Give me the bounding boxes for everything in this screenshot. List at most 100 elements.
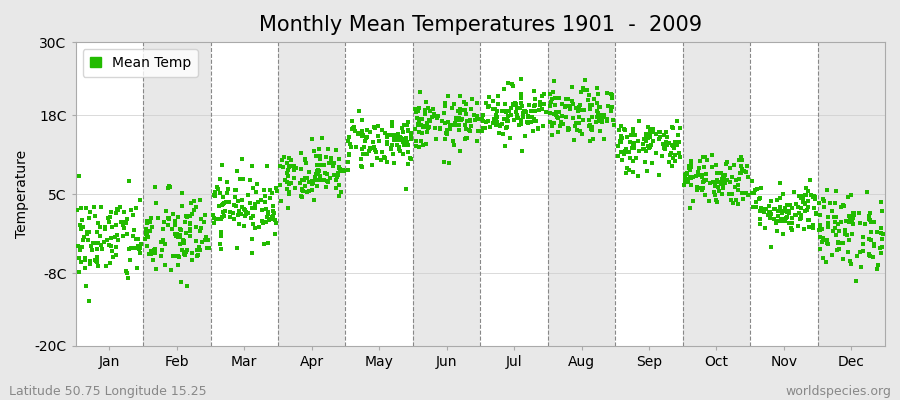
Point (831, 221, 845, 228)
Point (652, 129, 667, 135)
Point (421, 124, 436, 131)
Point (670, 132, 685, 138)
Point (626, 145, 641, 151)
Point (433, 126, 447, 132)
Point (717, 172, 732, 178)
Point (79, 283, 94, 290)
Point (451, 108, 465, 114)
Point (750, 185, 764, 192)
Point (549, 109, 563, 115)
Point (622, 149, 636, 155)
Point (85, 247, 99, 253)
Point (189, 224, 203, 230)
Point (770, 208, 785, 214)
Point (324, 160, 338, 166)
Point (518, 133, 532, 139)
Point (728, 184, 742, 190)
Point (206, 212, 220, 218)
Point (411, 105, 426, 112)
Point (420, 120, 435, 127)
Point (554, 119, 568, 126)
Point (607, 122, 621, 128)
Point (700, 157, 715, 163)
Point (652, 172, 666, 178)
Point (644, 160, 659, 166)
Point (116, 221, 130, 227)
Point (568, 123, 582, 130)
Point (742, 174, 756, 180)
Point (211, 185, 225, 192)
Point (527, 102, 542, 108)
Point (521, 113, 535, 119)
Point (231, 221, 246, 228)
Point (104, 208, 118, 215)
Point (280, 169, 294, 176)
Point (773, 194, 788, 201)
Point (636, 146, 651, 152)
Point (298, 156, 312, 162)
Point (614, 137, 628, 144)
Point (178, 213, 193, 220)
Point (543, 109, 557, 116)
Point (695, 174, 709, 180)
Point (506, 101, 520, 107)
Point (799, 192, 814, 198)
Point (782, 219, 796, 226)
Point (808, 210, 823, 216)
Point (729, 177, 743, 183)
Point (750, 204, 764, 210)
Point (183, 213, 197, 219)
Point (355, 132, 369, 139)
Point (273, 182, 287, 189)
Point (195, 238, 210, 245)
Point (193, 197, 207, 203)
Point (509, 105, 524, 111)
Point (298, 156, 312, 163)
Point (332, 167, 347, 173)
Point (591, 110, 606, 116)
Point (459, 101, 473, 108)
Point (210, 184, 224, 190)
Point (392, 136, 406, 143)
Point (394, 135, 409, 142)
Point (419, 140, 434, 147)
Point (392, 148, 407, 154)
Point (838, 231, 852, 238)
Point (791, 204, 806, 210)
Point (159, 208, 174, 214)
Point (639, 131, 653, 138)
Bar (413, 42, 481, 346)
Point (481, 118, 495, 124)
Point (220, 186, 235, 192)
Point (626, 126, 640, 132)
Point (561, 96, 575, 102)
Point (93, 224, 107, 230)
Point (89, 258, 104, 264)
Point (187, 207, 202, 213)
Point (459, 126, 473, 132)
Point (368, 147, 382, 154)
Point (358, 138, 373, 144)
Point (360, 134, 374, 140)
Point (733, 170, 747, 176)
Point (753, 185, 768, 191)
Point (245, 162, 259, 169)
Point (477, 125, 491, 131)
Point (512, 122, 526, 128)
Point (490, 117, 504, 124)
Point (310, 176, 324, 183)
Point (387, 137, 401, 143)
Point (184, 199, 198, 206)
Point (411, 122, 426, 128)
Point (198, 212, 212, 218)
Point (666, 155, 680, 161)
Point (739, 169, 753, 175)
Point (813, 227, 827, 233)
Point (176, 190, 190, 196)
Point (710, 184, 724, 191)
Point (514, 116, 528, 123)
Point (552, 94, 566, 101)
Point (767, 216, 781, 222)
Point (447, 122, 462, 128)
Point (814, 212, 828, 218)
